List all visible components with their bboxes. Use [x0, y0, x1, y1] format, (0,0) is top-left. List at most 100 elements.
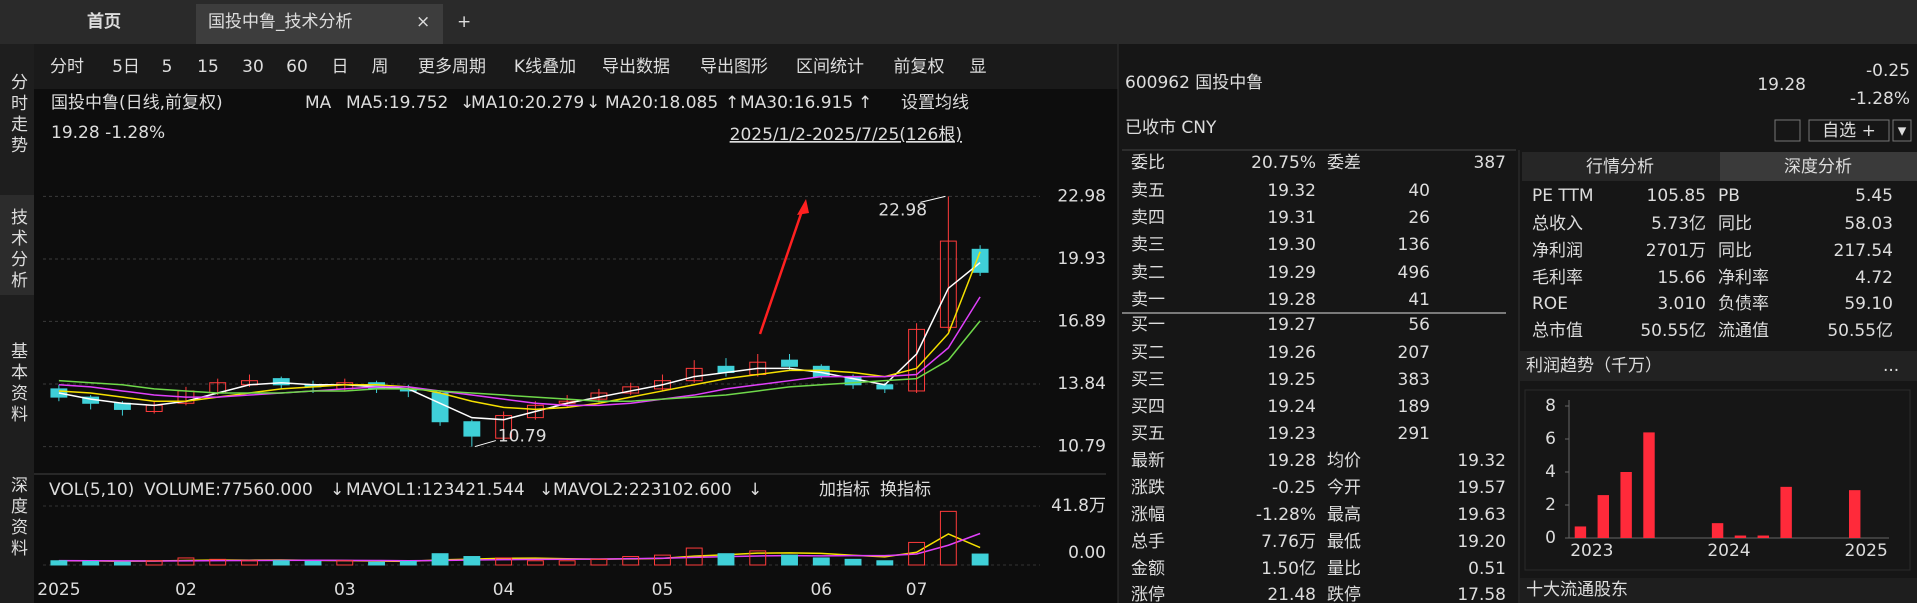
- toolbar-item[interactable]: 更多周期: [418, 57, 486, 77]
- volume-bar: [590, 558, 608, 566]
- order-book-cell: 涨跌: [1131, 478, 1165, 498]
- high-annotation: 22.98: [878, 200, 927, 220]
- order-level-cell: 19.23: [1267, 424, 1316, 444]
- profit-bar: [1574, 526, 1587, 538]
- volume-bar: [844, 558, 862, 566]
- toolbar-item[interactable]: 前复权: [894, 57, 945, 77]
- candle-body: [50, 388, 68, 398]
- plot-frame: [1524, 389, 1911, 571]
- order-book-cell: 委比: [1131, 153, 1165, 173]
- fundamental-cell: 总收入: [1532, 214, 1583, 234]
- volume-bar: [939, 510, 957, 566]
- fundamental-cell: 负债率: [1718, 294, 1769, 314]
- side-nav-item[interactable]: 技术分析: [7, 208, 28, 292]
- candle-body: [431, 392, 449, 423]
- profit-title: 利润趋势（千万）: [1526, 356, 1662, 376]
- order-level-cell: 26: [1408, 208, 1430, 228]
- indicator-button[interactable]: 换指标: [880, 480, 931, 500]
- order-book-cell: 17.58: [1457, 585, 1506, 603]
- toolbar-item[interactable]: 5日: [112, 57, 140, 77]
- order-level-cell: 19.29: [1267, 263, 1316, 283]
- indicator-button[interactable]: 加指标: [819, 480, 870, 500]
- toolbar-item[interactable]: 导出图形: [700, 57, 768, 77]
- x-tick-label: 07: [906, 580, 928, 600]
- menu-button: [1892, 119, 1912, 142]
- chart-tab[interactable]: 国投中鲁_技术分析: [208, 12, 353, 32]
- ma-label: MA: [305, 93, 332, 113]
- set-ma-button[interactable]: 设置均线: [901, 93, 969, 113]
- ma-line: [58, 262, 981, 421]
- order-book-cell: 最新: [1131, 451, 1165, 471]
- toolbar-item[interactable]: 30: [242, 57, 264, 77]
- fundamental-cell: 5.45: [1855, 186, 1893, 206]
- analysis-tab[interactable]: 行情分析: [1586, 157, 1654, 177]
- annotation-arrow: [474, 440, 496, 448]
- order-book-cell: 19.20: [1457, 532, 1506, 552]
- volume-bar: [495, 557, 513, 566]
- order-level-cell: 40: [1408, 181, 1430, 201]
- candle-body: [495, 415, 513, 439]
- order-level-cell: 卖一: [1131, 290, 1165, 310]
- side-nav-item[interactable]: 基本资料: [7, 342, 28, 426]
- toolbar-item[interactable]: 5: [162, 57, 173, 77]
- toolbar-item[interactable]: 显: [970, 57, 987, 77]
- side-nav-item[interactable]: 深度资料: [7, 476, 28, 560]
- volume-bar: [50, 560, 68, 566]
- profit-bar: [1597, 495, 1609, 538]
- toolbar-item[interactable]: 区间统计: [796, 57, 864, 77]
- toolbar-item[interactable]: 60: [286, 57, 308, 77]
- volume-bar: [908, 541, 926, 566]
- ma-trend: ↑: [858, 93, 872, 113]
- home-tab[interactable]: 首页: [87, 11, 121, 32]
- menu-button[interactable]: ▾: [1898, 121, 1907, 141]
- order-level-cell: 189: [1398, 397, 1430, 417]
- volume-bar: [526, 560, 544, 566]
- volume-bar: [82, 560, 100, 566]
- order-level-cell: 19.26: [1267, 343, 1316, 363]
- volume-bar: [622, 556, 640, 566]
- profit-bar: [1757, 535, 1769, 538]
- toolbar-item[interactable]: 周: [372, 57, 389, 77]
- y-tick-label: 4: [1545, 462, 1556, 482]
- order-level-cell: 卖五: [1131, 181, 1165, 201]
- analysis-tab[interactable]: 深度分析: [1784, 157, 1852, 177]
- volume-bar: [209, 558, 227, 566]
- volume-bar: [145, 560, 163, 566]
- fundamental-cell: PB: [1718, 186, 1740, 206]
- fundamental-cell: 2701万: [1646, 241, 1706, 261]
- side-nav-item[interactable]: 分时走势: [7, 73, 28, 157]
- order-level-cell: 买二: [1131, 343, 1165, 363]
- order-level-cell: 41: [1408, 290, 1430, 310]
- volume-bar: [399, 560, 417, 566]
- ma-legend: MA5:19.752: [346, 93, 448, 113]
- order-book-cell: 0.51: [1468, 559, 1506, 579]
- fundamental-cell: 217.54: [1834, 241, 1893, 261]
- order-book-cell: 金额: [1131, 559, 1165, 579]
- order-level-cell: 19.25: [1267, 370, 1316, 390]
- profit-bar: [1643, 432, 1655, 538]
- panel-header: [1520, 351, 1917, 381]
- toolbar-item[interactable]: 15: [197, 57, 219, 77]
- x-tick-label: 2025: [1845, 541, 1888, 561]
- order-level-cell: 496: [1398, 263, 1430, 283]
- fundamental-cell: PE TTM: [1532, 186, 1594, 206]
- watch-button[interactable]: 自选 +: [1822, 121, 1876, 141]
- toolbar-item[interactable]: 分时: [50, 57, 84, 77]
- y-tick-label: 2: [1545, 495, 1556, 515]
- y-tick-label: 6: [1545, 429, 1556, 449]
- more-button[interactable]: ...: [1883, 356, 1899, 376]
- alert-button: [1774, 119, 1801, 142]
- volume-bar: [685, 547, 703, 566]
- fundamental-cell: 同比: [1718, 214, 1752, 234]
- profit-bar: [1780, 486, 1792, 538]
- nav-active: [0, 195, 34, 295]
- order-level-cell: 卖四: [1131, 208, 1165, 228]
- order-level-cell: 207: [1398, 343, 1430, 363]
- toolbar-item[interactable]: 导出数据: [602, 57, 670, 77]
- mavol-legend: MAVOL2:223102.600: [553, 480, 732, 500]
- order-book-cell: 委差: [1327, 153, 1361, 173]
- toolbar-item[interactable]: 日: [332, 57, 349, 77]
- toolbar-item[interactable]: K线叠加: [514, 57, 576, 77]
- mavol-legend: MAVOL1:123421.544: [346, 480, 525, 500]
